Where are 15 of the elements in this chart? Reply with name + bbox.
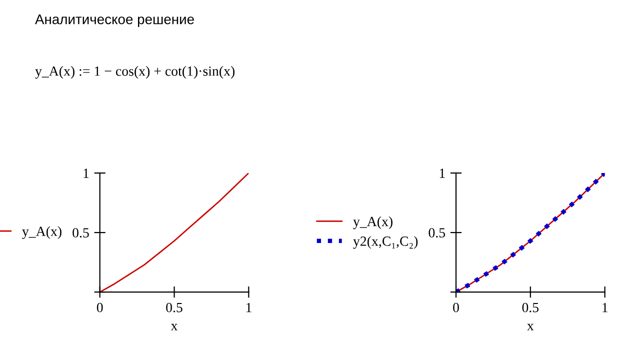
legend-label: y2(x,C₁,C₂) [353, 236, 418, 249]
x-tick-label: 0 [453, 302, 459, 312]
x-tick-label: 0.5 [522, 302, 539, 312]
line-series [456, 173, 605, 292]
x-axis-title: x [170, 324, 178, 330]
text: y_A(x) := 1 − cos(x) + cot(1)·sin(x) [35, 66, 235, 79]
legend-label: y_A(x) [22, 226, 62, 239]
x-tick-label: 0.5 [166, 302, 182, 312]
x-tick-label: 1 [602, 302, 608, 312]
line-series [100, 173, 249, 292]
x-tick-label: 1 [246, 302, 252, 312]
chart-title: Аналитическое решение [35, 14, 194, 27]
x-axis-title: x [527, 324, 534, 330]
x-tick-label: 0 [96, 302, 103, 312]
legend-label: y_A(x) [353, 216, 392, 230]
